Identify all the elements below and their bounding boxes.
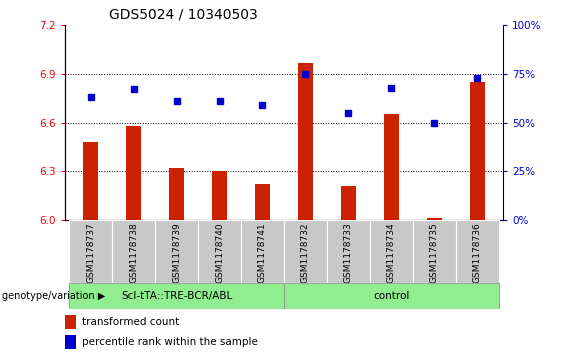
Text: GSM1178738: GSM1178738 (129, 222, 138, 283)
Bar (370, 220, 412, 283)
Bar (384, 114, 399, 220)
Bar (455, 220, 498, 283)
Bar (198, 220, 241, 283)
Bar (69, 283, 284, 309)
Bar (284, 220, 327, 283)
Text: GSM1178732: GSM1178732 (301, 222, 310, 283)
Bar (83, 142, 98, 220)
Bar (155, 220, 198, 283)
Bar (327, 220, 370, 283)
Bar (65, 335, 76, 349)
Bar (298, 63, 313, 220)
Bar (255, 184, 270, 220)
Bar (284, 283, 498, 309)
Bar (65, 315, 76, 329)
Bar (212, 171, 227, 220)
Text: genotype/variation ▶: genotype/variation ▶ (2, 291, 105, 301)
Bar (412, 220, 455, 283)
Bar (427, 218, 442, 220)
Bar (69, 220, 112, 283)
Bar (341, 185, 356, 220)
Bar (470, 82, 485, 220)
Text: GSM1178736: GSM1178736 (472, 222, 481, 283)
Text: Scl-tTA::TRE-BCR/ABL: Scl-tTA::TRE-BCR/ABL (121, 291, 232, 301)
Text: GSM1178737: GSM1178737 (86, 222, 95, 283)
Text: GSM1178739: GSM1178739 (172, 222, 181, 283)
Text: GSM1178735: GSM1178735 (429, 222, 438, 283)
Text: percentile rank within the sample: percentile rank within the sample (82, 337, 258, 347)
Text: GSM1178733: GSM1178733 (344, 222, 353, 283)
Bar (126, 126, 141, 220)
Text: control: control (373, 291, 410, 301)
Text: GSM1178740: GSM1178740 (215, 222, 224, 283)
Bar (241, 220, 284, 283)
Text: GSM1178734: GSM1178734 (386, 222, 396, 283)
Bar (112, 220, 155, 283)
Text: transformed count: transformed count (82, 317, 180, 327)
Text: GSM1178741: GSM1178741 (258, 222, 267, 283)
Bar (169, 168, 184, 220)
Text: GDS5024 / 10340503: GDS5024 / 10340503 (109, 8, 258, 21)
